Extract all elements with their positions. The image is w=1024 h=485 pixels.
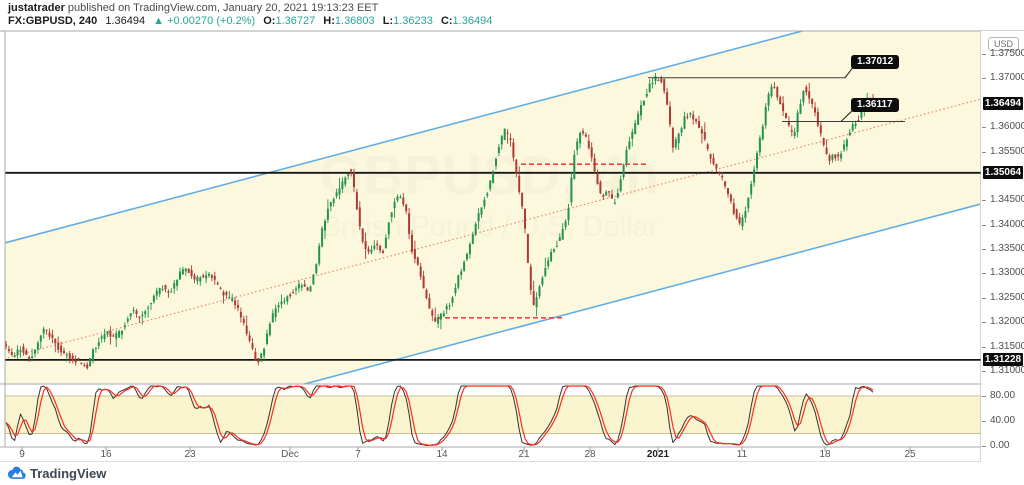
low-label: L: [382, 15, 394, 27]
symbol-legend: FX:GBPUSD, 240 1.36494 ▲ +0.00270 (+0.2%… [8, 15, 497, 27]
price-tick-mark [982, 371, 986, 372]
price-tick-label: 1.32500 [990, 291, 1024, 303]
close-value: 1.36494 [452, 15, 493, 27]
price-tick-mark [982, 249, 986, 251]
price-tick-label: 1.33500 [990, 243, 1024, 255]
time-tick-label: 14 [436, 449, 448, 460]
footer: TradingView [0, 462, 1024, 485]
oscillator-tick-mark [982, 421, 986, 422]
currency-chip: USD [988, 37, 1020, 51]
price-tick-label: 1.34500 [990, 194, 1024, 206]
price-tick-mark [982, 297, 986, 299]
open-label: O: [263, 15, 276, 27]
price-callout-label[interactable]: 1.37012 [851, 55, 900, 69]
publish-info: justatrader published on TradingView.com… [8, 2, 378, 14]
time-tick-label: 16 [100, 449, 112, 460]
price-tick-mark [982, 151, 986, 153]
price-axis-badge: 1.31228 [983, 353, 1023, 367]
price-tick-label: 1.31500 [990, 340, 1024, 352]
price-tick-label: 1.37000 [990, 72, 1024, 84]
high-value: 1.36803 [334, 15, 375, 27]
price-tick-label: 1.34000 [990, 218, 1024, 230]
time-tick-label: 23 [184, 449, 196, 460]
tradingview-logo-icon [8, 466, 26, 479]
price-tick-mark [982, 322, 986, 324]
low-value: 1.36233 [393, 15, 433, 27]
open-value: 1.36727 [275, 15, 316, 27]
last-price: 1.36494 [105, 15, 146, 27]
high-label: H: [323, 15, 335, 27]
price-tick-mark [982, 346, 986, 348]
oscillator-tick-label: 40.00 [990, 415, 1016, 426]
price-tick-label: 1.37500 [990, 48, 1024, 59]
price-tick-label: 1.31000 [990, 365, 1024, 376]
price-tick-label: 1.32000 [990, 316, 1024, 328]
price-axis-badge: 1.36494 [983, 96, 1023, 110]
tradingview-brand-text[interactable]: TradingView [30, 466, 107, 481]
publish-text: published on TradingView.com, January 20… [64, 2, 379, 14]
time-tick-label: 18 [819, 449, 831, 460]
price-change: ▲ +0.00270 (+0.2%) [153, 15, 256, 27]
oscillator-tick-mark [982, 446, 986, 447]
price-tick-mark [982, 200, 986, 202]
price-tick-mark [982, 54, 986, 55]
oscillator-tick-label: 0.00 [990, 440, 1010, 451]
oscillator-tick-label: 80.00 [990, 390, 1016, 401]
price-axis-badge: 1.35064 [983, 166, 1023, 180]
time-tick-label: 2021 [646, 449, 670, 460]
price-tick-label: 1.33000 [990, 267, 1024, 279]
chart-canvas[interactable] [0, 0, 1024, 462]
price-tick-mark [982, 224, 986, 226]
symbol-name[interactable]: FX:GBPUSD, 240 [8, 15, 98, 27]
price-tick-mark [982, 78, 986, 80]
price-tick-mark [982, 127, 986, 129]
price-tick-label: 1.35500 [990, 145, 1024, 157]
time-tick-label: 7 [355, 449, 361, 460]
time-tick-label: 25 [904, 449, 916, 460]
time-tick-label: 11 [736, 449, 748, 460]
oscillator-tick-mark [982, 396, 986, 397]
price-tick-label: 1.36000 [990, 121, 1024, 133]
time-tick-label: 21 [518, 449, 530, 460]
author-name: justatrader [8, 2, 65, 14]
time-axis[interactable]: 9 16 23 Dec 7 14 21 28 2021 11 18 25 [0, 447, 981, 462]
time-tick-label: Dec [281, 449, 299, 460]
time-tick-label: 9 [19, 449, 25, 460]
price-tick-mark [982, 273, 986, 275]
time-tick-label: 28 [584, 449, 596, 460]
price-callout-label[interactable]: 1.36117 [851, 98, 899, 112]
close-label: C: [440, 15, 453, 27]
price-axis[interactable]: USD 1.37500 1.37000 1.36000 1.35500 1.34500 1… [981, 31, 1024, 462]
